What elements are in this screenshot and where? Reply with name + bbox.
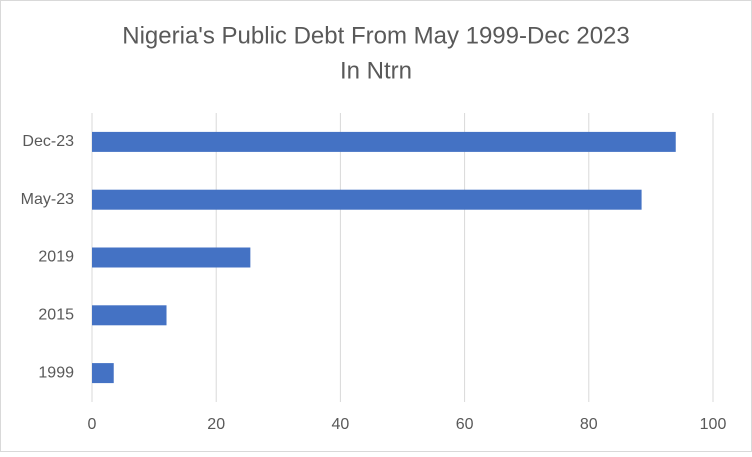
- y-tick-label: 2019: [38, 249, 74, 266]
- chart-title: Nigeria's Public Debt From May 1999-Dec …: [122, 22, 629, 49]
- y-tick-label: 1999: [38, 364, 74, 381]
- chart-title: In Ntrn: [340, 57, 412, 84]
- y-tick-label: May-23: [21, 191, 74, 208]
- bar: [92, 305, 167, 326]
- bar: [92, 363, 114, 384]
- y-tick-label: Dec-23: [22, 133, 74, 150]
- bar: [92, 247, 251, 268]
- x-tick-label: 0: [88, 416, 97, 433]
- x-tick-label: 60: [456, 416, 474, 433]
- x-tick-label: 20: [207, 416, 225, 433]
- x-tick-label: 80: [580, 416, 598, 433]
- x-tick-label: 100: [700, 416, 727, 433]
- bar: [92, 189, 642, 210]
- x-tick-label: 40: [332, 416, 350, 433]
- y-tick-label: 2015: [38, 307, 74, 324]
- bar: [92, 131, 676, 152]
